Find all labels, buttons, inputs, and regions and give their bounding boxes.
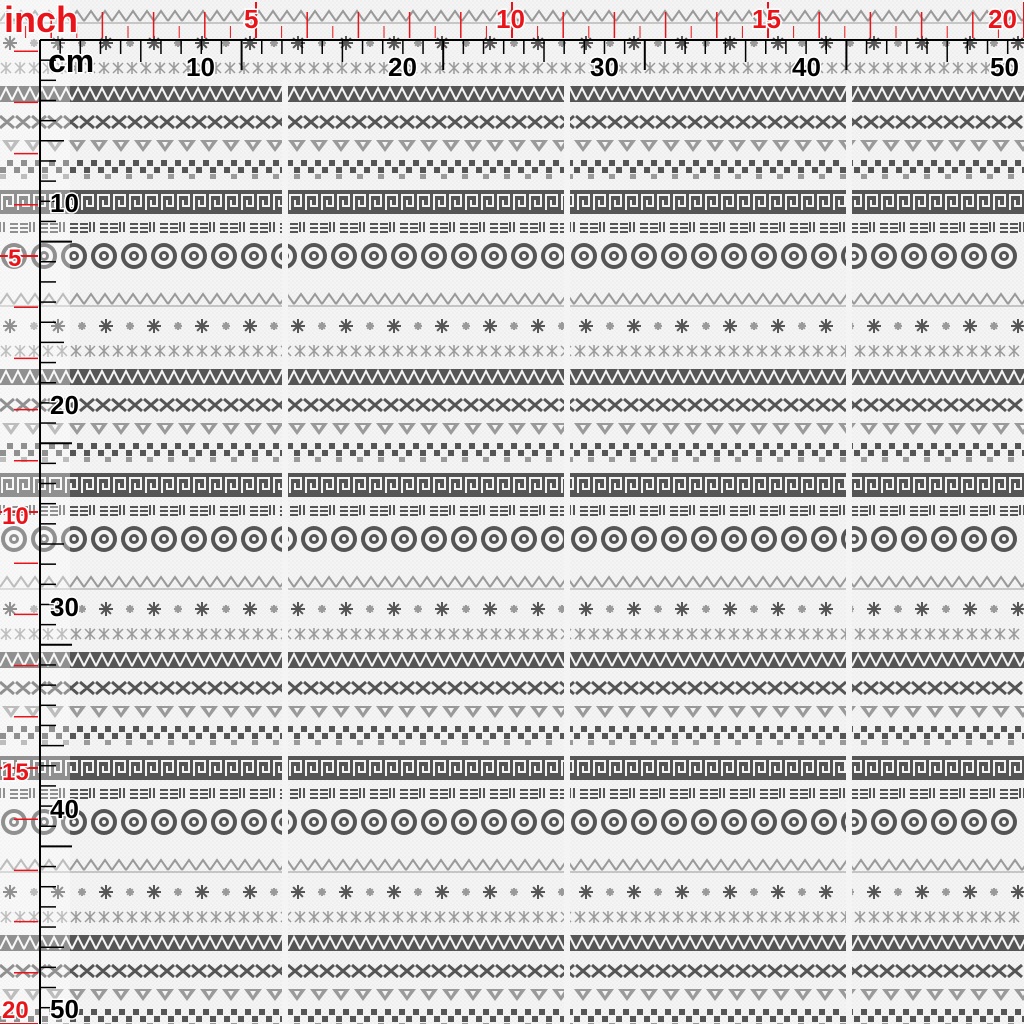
- left-inch-ticks: [0, 50, 38, 1024]
- stripe-triangle-row: [2, 706, 1024, 718]
- top-cm-label-30: 30: [590, 52, 619, 82]
- stripe-triangle-row: [2, 140, 1024, 152]
- stripe-circle-medallion-row: [1, 526, 1017, 552]
- stripe-triangle-row: [2, 423, 1024, 435]
- top-inch-ticks: [25, 2, 1024, 38]
- top-cm-label-20: 20: [388, 52, 417, 82]
- panel-gap: [846, 80, 852, 1024]
- panel-gap: [564, 80, 570, 1024]
- panel-gaps: [282, 80, 852, 1024]
- stripe-light-zigzag-row: [0, 575, 1024, 590]
- top-cm-label-10: 10: [186, 52, 215, 82]
- stripe-light-zigzag-row: [0, 858, 1024, 873]
- top-inch-label-15: 15: [752, 4, 781, 34]
- stripe-greek-key-band: [0, 190, 1024, 214]
- stripe-zigzag-band: [0, 85, 1024, 102]
- stripe-triangle-row: [2, 989, 1024, 1001]
- left-inch-label-10: 10: [2, 503, 29, 530]
- top-cm-ticks: [39, 40, 1009, 70]
- cm-unit-label: cm: [48, 43, 94, 79]
- top-inch-label-5: 5: [244, 4, 258, 34]
- stripe-greek-key-band: [0, 756, 1024, 780]
- left-inch-label-15: 15: [2, 759, 29, 786]
- stripe-star-row: [3, 319, 1024, 333]
- stripe-checker-row: [0, 726, 1024, 745]
- panel-gap: [282, 80, 288, 1024]
- top-cm-label-50: 50: [990, 52, 1019, 82]
- top-cm-label-40: 40: [792, 52, 821, 82]
- left-cm-label-20: 20: [50, 390, 79, 420]
- left-cm-label-10: 10: [50, 188, 79, 218]
- stripe-checker-row: [0, 1009, 1024, 1024]
- stripe-checker-row: [0, 443, 1024, 462]
- stripe-asterisk-row: [0, 345, 1020, 357]
- stripe-light-zigzag-row: [0, 292, 1024, 307]
- left-cm-label-40: 40: [50, 794, 79, 824]
- stripe-star-row: [3, 885, 1024, 899]
- stripe-asterisk-row: [0, 62, 1020, 74]
- top-inch-label-20: 20: [988, 4, 1017, 34]
- left-cm-label-30: 30: [50, 592, 79, 622]
- stripe-zigzag-band: [0, 651, 1024, 668]
- stripe-circle-medallion-row: [1, 243, 1017, 269]
- stripe-asterisk-row: [0, 628, 1020, 640]
- stripe-greek-key-band: [0, 473, 1024, 497]
- stripe-circle-medallion-row: [1, 809, 1017, 835]
- stripe-rows: [0, 9, 1024, 1024]
- left-inch-label-20: 20: [2, 997, 29, 1024]
- left-cm-label-50: 50: [50, 994, 79, 1024]
- stripe-asterisk-row: [0, 911, 1020, 923]
- left-cm-ticks: [40, 39, 72, 1009]
- inch-unit-label: inch: [4, 0, 78, 40]
- stripe-star-row: [3, 602, 1024, 616]
- top-inch-label-10: 10: [496, 4, 525, 34]
- left-inch-label-5: 5: [8, 245, 21, 272]
